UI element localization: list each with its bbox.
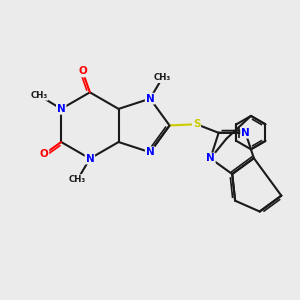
Text: CH₃: CH₃	[154, 73, 171, 82]
Text: N: N	[57, 104, 66, 114]
Text: S: S	[193, 119, 200, 129]
Text: O: O	[78, 67, 87, 76]
Text: N: N	[206, 153, 215, 164]
Text: CH₃: CH₃	[69, 175, 86, 184]
Text: N: N	[146, 94, 154, 104]
Text: N: N	[146, 147, 154, 157]
Text: N: N	[241, 128, 250, 138]
Text: O: O	[40, 149, 48, 159]
Text: CH₃: CH₃	[31, 91, 48, 100]
Text: N: N	[85, 154, 94, 164]
